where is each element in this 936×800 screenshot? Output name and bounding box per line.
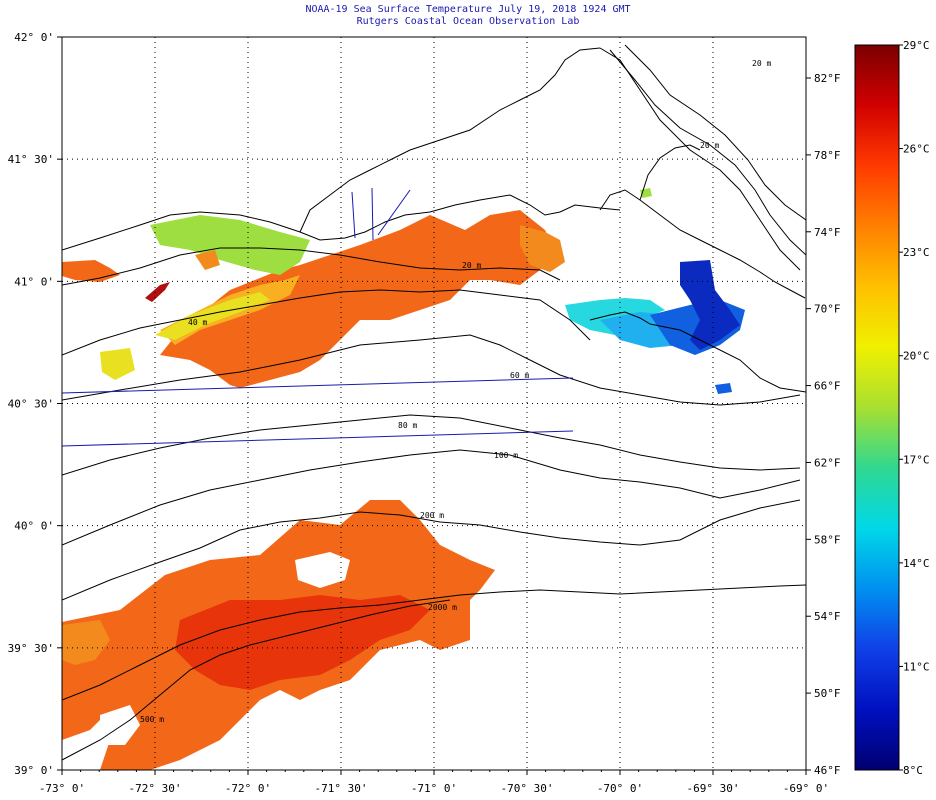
sst-patch-right-orange — [520, 225, 565, 272]
contour-80m — [62, 414, 801, 476]
fahrenheit-label: 54°F — [814, 610, 841, 623]
lon-label: -73° 0' — [39, 782, 85, 795]
lat-label: 39° 0' — [14, 764, 54, 777]
contour-gulf-of-maine-2 — [609, 49, 806, 256]
contour-500m — [62, 599, 451, 761]
sst-patch-yellow-small — [100, 348, 135, 380]
celsius-label: 11°C — [903, 660, 930, 673]
lon-label: -70° 30' — [501, 782, 554, 795]
sst-hole-cloud-2 — [100, 705, 140, 745]
coastline-nantucket — [589, 311, 651, 325]
contour-100m — [62, 449, 801, 546]
coastline-long-island-sound — [62, 194, 621, 251]
lat-label: 40° 0' — [14, 520, 54, 533]
map-title: NOAA-19 Sea Surface Temperature July 19,… — [305, 4, 631, 15]
contour-gulf-of-maine-3 — [624, 44, 806, 221]
contour-label: 20 m — [752, 59, 771, 68]
contour-60m — [62, 334, 801, 406]
lat-label: 42° 0' — [14, 31, 54, 44]
celsius-label: 17°C — [903, 453, 930, 466]
fahrenheit-label: 74°F — [814, 226, 841, 239]
contour-label: 60 m — [510, 371, 529, 380]
fahrenheit-label: 50°F — [814, 687, 841, 700]
lon-label: -72° 30' — [129, 782, 182, 795]
coastline-cape-cod — [599, 189, 806, 299]
contour-labels: 20 m 40 m 60 m 80 m 100 m 200 m 2000 m 500 m 20 … — [140, 59, 771, 724]
sst-patch-green-sound — [150, 215, 310, 275]
celsius-label: 8°C — [903, 764, 923, 777]
cruise-track-north — [61, 377, 574, 394]
sst-patch-yellow — [155, 292, 270, 340]
lon-label: -69° 0' — [783, 782, 829, 795]
sst-patch-dark-red — [145, 282, 170, 302]
colorbar-gradient — [854, 44, 900, 771]
contour-label: 2000 m — [428, 603, 457, 612]
fahrenheit-label: 66°F — [814, 380, 841, 393]
lon-label: -72° 0' — [225, 782, 271, 795]
fahrenheit-label: 62°F — [814, 456, 841, 469]
fahrenheit-label: 78°F — [814, 149, 841, 162]
lon-label: -71° 0' — [411, 782, 457, 795]
sst-patch-orange-bay — [195, 250, 220, 270]
celsius-label: 23°C — [903, 246, 930, 259]
fahrenheit-label: 58°F — [814, 533, 841, 546]
lat-label: 41° 30' — [8, 153, 54, 166]
sst-patch-south-red — [175, 595, 430, 690]
sst-hole-cloud — [295, 552, 350, 588]
contour-40m — [62, 289, 591, 356]
sst-patch-blue-spot — [715, 383, 732, 394]
celsius-label: 14°C — [903, 557, 930, 570]
lat-label: 41° 0' — [14, 275, 54, 288]
coastline-new-england — [299, 47, 601, 233]
sst-patch-south-orange-light — [62, 620, 110, 665]
sst-patch-cyan — [565, 298, 665, 335]
fahrenheit-label: 46°F — [814, 764, 841, 777]
contour-2000m — [62, 584, 806, 701]
lon-label: -71° 30' — [315, 782, 368, 795]
coastline-cape-hook — [639, 144, 701, 201]
celsius-label: 29°C — [903, 39, 930, 52]
contour-200m — [62, 499, 801, 601]
cruise-track-meridian-2 — [371, 187, 374, 241]
contour-gulf-of-maine-1 — [599, 47, 801, 271]
celsius-label: 26°C — [903, 143, 930, 156]
cruise-track-oblique — [377, 189, 411, 236]
sst-patch-block-island — [62, 260, 120, 282]
celsius-label: 20°C — [903, 350, 930, 363]
cruise-track-meridian-1 — [351, 191, 356, 239]
contour-label: 40 m — [188, 318, 207, 327]
contour-label: 100 m — [494, 451, 518, 460]
sst-data-layer — [62, 188, 745, 770]
lon-label: -69° 30' — [687, 782, 740, 795]
lon-label: -70° 0' — [597, 782, 643, 795]
map-subtitle: Rutgers Coastal Ocean Observation Lab — [356, 16, 580, 27]
contour-20m-a — [62, 247, 561, 286]
contour-label: 500 m — [140, 715, 164, 724]
fahrenheit-label: 70°F — [814, 303, 841, 316]
contour-nantucket-shoals — [649, 323, 806, 393]
contour-label: 20 m — [700, 141, 719, 150]
fahrenheit-label: 82°F — [814, 72, 841, 85]
contour-label: 200 m — [420, 511, 444, 520]
sst-patch-shelf-orange — [160, 210, 555, 388]
colorbar: 29°C 26°C 23°C 20°C 17°C 14°C 11°C 8°C — [854, 39, 930, 777]
contour-label: 80 m — [398, 421, 417, 430]
lat-label: 39° 30' — [8, 642, 54, 655]
sst-patch-dark-blue — [680, 260, 740, 350]
map-axes: 42° 0' 41° 30' 41° 0' 40° 30' 40° 0' 39° 30' 3… — [8, 31, 841, 795]
cruise-track-south — [61, 430, 574, 447]
cruise-tracks — [61, 187, 574, 447]
lat-lon-grid — [62, 37, 806, 770]
bathymetry-contours — [62, 44, 806, 761]
lat-label: 40° 30' — [8, 398, 54, 411]
contour-label: 20 m — [462, 261, 481, 270]
